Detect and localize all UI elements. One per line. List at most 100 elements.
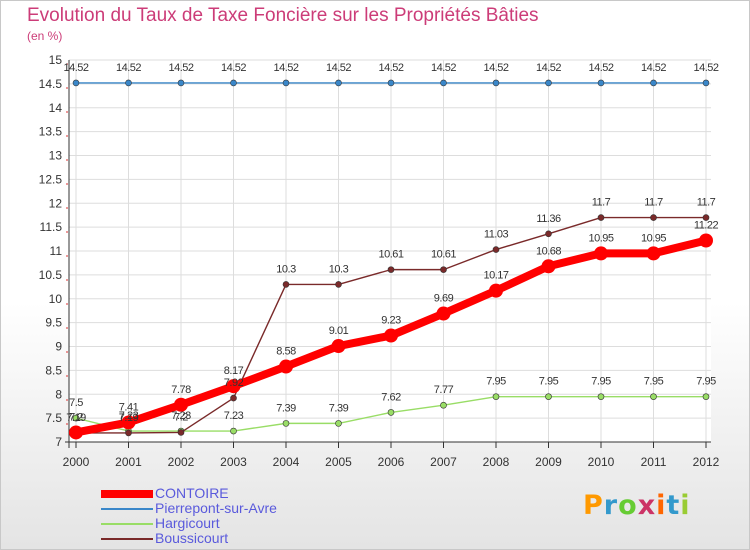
logo-letter: o: [618, 490, 638, 521]
legend-item-boussicourt[interactable]: Boussicourt: [101, 530, 361, 546]
logo-letter: x: [637, 490, 657, 521]
data-label-boussicourt: 7.19: [66, 412, 86, 424]
x-tick-label: 2009: [535, 455, 562, 469]
point-hargicourt[interactable]: [282, 420, 290, 427]
point-contoire[interactable]: [594, 246, 608, 261]
point-contoire[interactable]: [331, 339, 346, 354]
axes: 77.588.599.51010.51111.51212.51313.51414…: [39, 53, 720, 469]
legend-item-pierrepont[interactable]: Pierrepont-sur-Avre: [101, 500, 361, 516]
data-label-contoire: 7.2: [69, 411, 83, 423]
point-hargicourt[interactable]: [597, 393, 605, 400]
legend-swatch-pierrepont: [101, 507, 153, 510]
point-contoire[interactable]: [384, 328, 398, 343]
data-label-contoire: 8.58: [276, 346, 296, 358]
point-boussicourt[interactable]: [177, 429, 185, 436]
data-label-pierrepont: 14.52: [168, 62, 193, 74]
legend-item-hargicourt[interactable]: Hargicourt: [101, 515, 361, 531]
data-label-contoire: 11.22: [694, 219, 719, 231]
y-tick-label: 11: [50, 244, 63, 258]
point-pierrepont[interactable]: [440, 79, 447, 87]
point-contoire[interactable]: [174, 397, 188, 412]
data-label-contoire: 10.95: [588, 232, 613, 244]
data-label-boussicourt: 11.7: [644, 197, 663, 209]
x-tick-label: 2008: [483, 455, 510, 469]
data-label-pierrepont: 14.52: [63, 62, 88, 74]
data-label-pierrepont: 14.52: [273, 62, 298, 74]
point-contoire[interactable]: [541, 259, 556, 274]
point-hargicourt[interactable]: [72, 414, 80, 422]
point-boussicourt[interactable]: [545, 230, 552, 238]
data-label-contoire: 7.41: [119, 401, 139, 413]
point-boussicourt[interactable]: [230, 394, 237, 402]
point-contoire[interactable]: [226, 379, 241, 394]
x-tick-label: 2003: [220, 455, 247, 469]
point-contoire[interactable]: [699, 233, 713, 248]
point-pierrepont[interactable]: [702, 79, 710, 87]
point-contoire[interactable]: [646, 246, 661, 261]
point-contoire[interactable]: [489, 283, 503, 298]
y-tick-label: 9.5: [45, 316, 62, 330]
point-boussicourt[interactable]: [702, 214, 710, 221]
data-label-hargicourt: 7.95: [591, 376, 611, 388]
y-tick-label: 14: [49, 101, 63, 115]
point-pierrepont[interactable]: [335, 79, 342, 87]
x-tick-label: 2010: [588, 455, 615, 469]
x-tick-label: 2001: [115, 455, 142, 469]
point-pierrepont[interactable]: [545, 79, 552, 87]
point-hargicourt[interactable]: [492, 393, 500, 400]
legend-swatch-boussicourt: [101, 537, 153, 540]
point-boussicourt[interactable]: [125, 429, 132, 437]
point-pierrepont[interactable]: [230, 79, 237, 87]
point-pierrepont[interactable]: [282, 79, 290, 87]
point-hargicourt[interactable]: [702, 393, 710, 400]
logo-letter: i: [680, 490, 691, 521]
data-label-boussicourt: 10.3: [329, 263, 349, 275]
point-pierrepont[interactable]: [125, 79, 132, 87]
data-label-contoire: 10.68: [536, 245, 561, 257]
point-boussicourt[interactable]: [492, 246, 500, 253]
point-hargicourt[interactable]: [230, 427, 237, 435]
point-pierrepont[interactable]: [597, 79, 605, 87]
legend-item-contoire[interactable]: CONTOIRE: [101, 485, 361, 501]
data-label-hargicourt: 7.23: [119, 410, 139, 422]
data-label-hargicourt: 7.62: [381, 391, 401, 403]
point-hargicourt[interactable]: [335, 420, 342, 427]
data-label-contoire: 9.69: [434, 293, 454, 305]
point-pierrepont[interactable]: [177, 79, 185, 87]
x-tick-label: 2000: [63, 455, 90, 469]
y-tick-label: 11.5: [40, 220, 63, 234]
x-tick-label: 2005: [325, 455, 352, 469]
point-boussicourt[interactable]: [597, 214, 605, 221]
point-boussicourt[interactable]: [440, 266, 447, 273]
point-pierrepont[interactable]: [650, 79, 657, 87]
point-pierrepont[interactable]: [72, 79, 80, 87]
point-boussicourt[interactable]: [387, 266, 395, 273]
point-boussicourt[interactable]: [650, 214, 657, 221]
point-contoire[interactable]: [279, 359, 293, 374]
point-hargicourt[interactable]: [545, 393, 552, 400]
point-contoire[interactable]: [121, 415, 136, 430]
data-label-pierrepont: 14.52: [221, 62, 246, 74]
data-label-contoire: 9.01: [329, 325, 349, 337]
y-tick-label: 12.5: [39, 172, 63, 186]
point-pierrepont[interactable]: [387, 79, 395, 87]
proxiti-logo: Proxiti: [583, 490, 691, 521]
data-label-pierrepont: 14.52: [588, 62, 613, 74]
point-hargicourt[interactable]: [387, 409, 395, 416]
point-contoire[interactable]: [69, 425, 83, 440]
point-pierrepont[interactable]: [492, 79, 500, 87]
data-label-boussicourt: 11.03: [484, 229, 509, 241]
point-boussicourt[interactable]: [335, 281, 342, 288]
point-hargicourt[interactable]: [650, 393, 657, 400]
x-tick-label: 2011: [641, 455, 667, 469]
point-hargicourt[interactable]: [440, 401, 447, 409]
y-tick-label: 8: [55, 387, 62, 401]
data-label-hargicourt: 7.77: [434, 384, 454, 396]
point-contoire[interactable]: [436, 306, 451, 321]
point-boussicourt[interactable]: [282, 281, 290, 288]
data-label-pierrepont: 14.52: [693, 62, 718, 74]
y-tick-label: 13: [49, 149, 63, 163]
data-label-hargicourt: 7.95: [539, 376, 559, 388]
data-label-pierrepont: 14.52: [378, 62, 403, 74]
